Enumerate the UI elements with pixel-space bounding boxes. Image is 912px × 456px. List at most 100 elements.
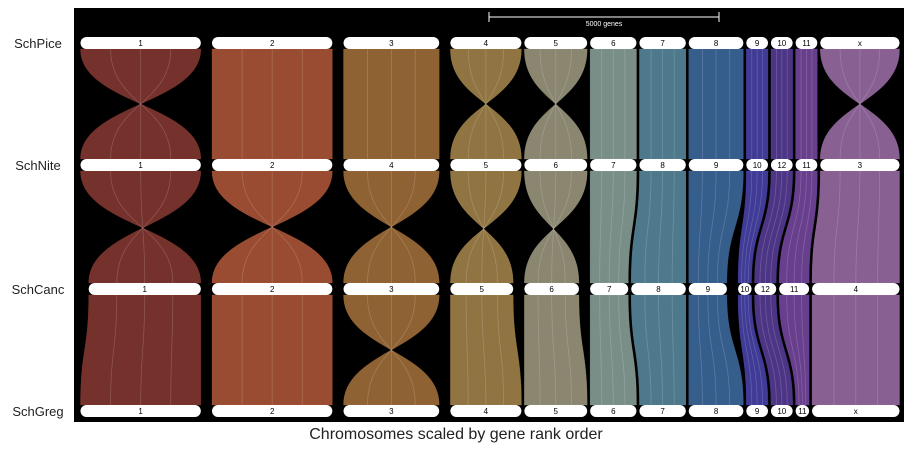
chromosome-bars: 1 2 3 4 5 6 7 8 9 10 11 x1 2 4 5 6 7 8 9 10 12 11 31 2 3 5 6 7 8 9 10 1…	[80, 37, 900, 417]
chromosome-label: 10	[753, 161, 762, 170]
chromosome-label: 5	[484, 161, 489, 170]
synteny-ribbon	[450, 294, 522, 406]
chromosome-label: 7	[660, 39, 665, 48]
chromosome-bar	[80, 159, 201, 171]
chromosome-label: 12	[777, 161, 786, 170]
synteny-ribbon	[589, 48, 637, 160]
synteny-strand	[747, 294, 763, 406]
chromosome-label: 12	[761, 285, 770, 294]
synteny-strand	[608, 170, 614, 284]
chromosome-label: 2	[270, 39, 275, 48]
chromosome-bar	[450, 405, 522, 417]
synteny-ribbon	[450, 170, 522, 284]
chromosome-bar	[343, 405, 440, 417]
chromosome-bar	[746, 159, 768, 171]
synteny-strand	[786, 294, 800, 406]
synteny-strand	[241, 170, 303, 284]
chromosome-label: 11	[790, 285, 799, 294]
synteny-ribbon	[688, 294, 744, 406]
synteny-strand	[481, 294, 487, 406]
synteny-ribbon	[795, 48, 818, 160]
chromosome-label: 8	[714, 39, 719, 48]
chromosome-bar	[343, 37, 440, 49]
chromosome-bar	[450, 159, 522, 171]
synteny-strand	[539, 170, 566, 284]
synteny-strand	[367, 170, 416, 284]
chromosome-label: 1	[138, 39, 143, 48]
synteny-strand	[110, 48, 172, 160]
genome-label-schcanc: SchCanc	[12, 282, 65, 297]
chromosome-label: 3	[389, 285, 394, 294]
synteny-ribbon	[630, 294, 687, 406]
synteny-strand	[741, 170, 753, 284]
chromosome-label: 8	[656, 285, 661, 294]
chromosome-label: 2	[270, 407, 275, 416]
synteny-strand	[855, 170, 861, 284]
synteny-strand	[764, 294, 783, 406]
genome-label-schgreg: SchGreg	[12, 404, 63, 419]
chromosome-bar	[738, 283, 752, 295]
chromosome-bar	[795, 405, 810, 417]
synteny-ribbon	[737, 294, 769, 406]
synteny-strand	[770, 294, 788, 406]
chromosome-label: 4	[854, 285, 859, 294]
chromosome-label: 7	[607, 285, 612, 294]
synteny-ribbons	[80, 48, 900, 406]
synteny-ribbon	[820, 48, 900, 160]
chromosome-bar	[590, 37, 637, 49]
chromosome-bar	[212, 405, 333, 417]
synteny-strand	[644, 170, 652, 284]
synteny-ribbon	[80, 294, 202, 406]
synteny-strand	[537, 170, 572, 284]
chromosome-bar	[524, 283, 579, 295]
synteny-strand	[537, 294, 541, 406]
synteny-ribbon	[343, 294, 440, 406]
chromosome-label: 4	[389, 161, 394, 170]
chromosome-label: 3	[858, 161, 863, 170]
synteny-strand	[801, 294, 807, 406]
synteny-strand	[564, 294, 572, 406]
synteny-strand	[644, 294, 652, 406]
synteny-ribbon	[343, 48, 440, 160]
chromosome-label: 2	[270, 285, 275, 294]
chromosome-label: 9	[755, 39, 760, 48]
chromosome-bar	[795, 37, 818, 49]
chromosome-label: 9	[714, 161, 719, 170]
synteny-ribbon	[746, 48, 769, 160]
synteny-strand	[744, 294, 758, 406]
synteny-ribbon	[770, 48, 793, 160]
chromosome-label: 11	[802, 161, 811, 170]
chromosome-bar	[812, 283, 900, 295]
chromosome-bar	[88, 283, 201, 295]
chromosome-bar	[770, 405, 793, 417]
synteny-ribbon	[754, 294, 793, 406]
chromosome-label: 5	[554, 39, 559, 48]
synteny-ribbon	[630, 170, 687, 284]
synteny-strand	[801, 170, 813, 284]
synteny-ribbon	[80, 48, 202, 160]
chromosome-label: 4	[484, 407, 489, 416]
chromosome-bar	[754, 283, 777, 295]
chromosome-label: 11	[802, 39, 811, 48]
chromosome-label: 5	[480, 285, 485, 294]
synteny-strand	[658, 170, 664, 284]
synteny-strand	[467, 48, 505, 160]
chromosome-label: 11	[798, 407, 807, 416]
synteny-strand	[551, 170, 557, 284]
chromosome-label: 1	[138, 161, 143, 170]
chromosome-label: 6	[549, 285, 554, 294]
synteny-strand	[839, 48, 881, 160]
chromosome-label: 1	[143, 285, 148, 294]
synteny-strand	[764, 170, 783, 284]
chromosome-bar	[639, 37, 686, 49]
synteny-ribbon	[343, 170, 440, 284]
chromosome-bar	[590, 283, 629, 295]
chromosome-label: 10	[777, 39, 786, 48]
chromosome-bar	[639, 405, 686, 417]
chromosome-bar	[688, 405, 744, 417]
chromosome-bar	[343, 159, 440, 171]
synteny-strand	[744, 170, 758, 284]
synteny-ribbon	[688, 170, 744, 284]
synteny-strand	[658, 294, 664, 406]
chromosome-bar	[343, 283, 440, 295]
